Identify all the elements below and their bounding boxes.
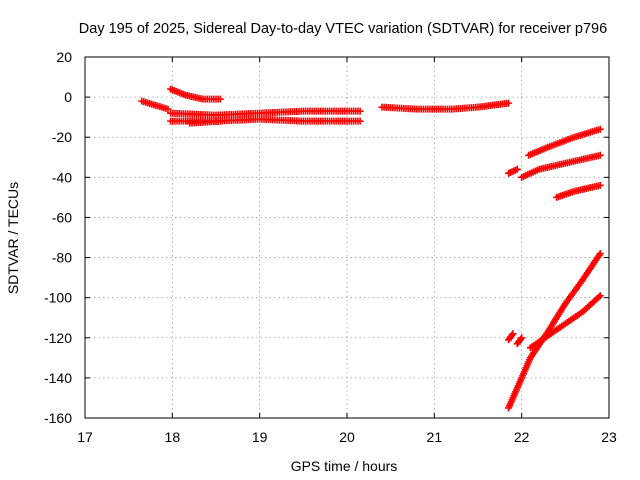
y-tick-label: -60 <box>52 209 72 225</box>
y-tick-label: -20 <box>52 129 72 145</box>
axis-ticks: 17 18 19 20 21 22 23 -160 -140 -120 -100 -80 -60 -40 -… <box>44 49 617 445</box>
data-point-marker <box>509 330 517 338</box>
x-tick-label: 19 <box>252 429 268 445</box>
y-tick-label: 0 <box>64 89 72 105</box>
y-tick-label: -40 <box>52 169 72 185</box>
data-series <box>518 151 604 181</box>
data-point-marker <box>508 331 516 339</box>
y-tick-label: -120 <box>44 330 72 346</box>
data-point-marker <box>356 117 364 125</box>
y-tick-label: -140 <box>44 370 72 386</box>
data-series <box>553 181 604 201</box>
data-point-marker <box>513 165 521 173</box>
x-tick-label: 22 <box>514 429 530 445</box>
data-series <box>525 125 604 159</box>
data-series <box>505 165 521 177</box>
y-axis-label: SDTVAR / TECUs <box>5 182 21 294</box>
y-tick-label: 20 <box>56 49 72 65</box>
x-tick-label: 20 <box>339 429 355 445</box>
data-series <box>505 250 604 412</box>
data-point-marker <box>518 334 526 342</box>
data-point-marker <box>356 107 364 115</box>
data-marks <box>138 85 604 412</box>
data-point-marker <box>216 95 224 103</box>
data-series <box>505 330 517 344</box>
data-point-marker <box>216 117 224 125</box>
data-series <box>167 107 364 119</box>
data-series <box>513 334 526 348</box>
data-point-marker <box>596 250 604 258</box>
data-series <box>378 99 513 113</box>
data-point-marker <box>505 99 513 107</box>
y-tick-label: -80 <box>52 250 72 266</box>
data-point-marker <box>596 181 604 189</box>
x-tick-label: 17 <box>77 429 93 445</box>
x-axis-label: GPS time / hours <box>291 458 398 474</box>
x-tick-label: 21 <box>427 429 443 445</box>
data-point-marker <box>596 151 604 159</box>
data-point-marker <box>596 292 604 300</box>
data-point-marker <box>164 105 172 113</box>
chart-title: Day 195 of 2025, Sidereal Day-to-day VTE… <box>79 21 607 37</box>
data-series <box>186 117 224 127</box>
data-series <box>138 97 172 113</box>
data-series <box>167 85 224 103</box>
y-tick-label: -100 <box>44 290 72 306</box>
x-tick-label: 23 <box>601 429 617 445</box>
y-tick-label: -160 <box>44 410 72 426</box>
data-point-marker <box>517 335 525 343</box>
data-point-marker <box>596 125 604 133</box>
x-tick-label: 18 <box>165 429 181 445</box>
